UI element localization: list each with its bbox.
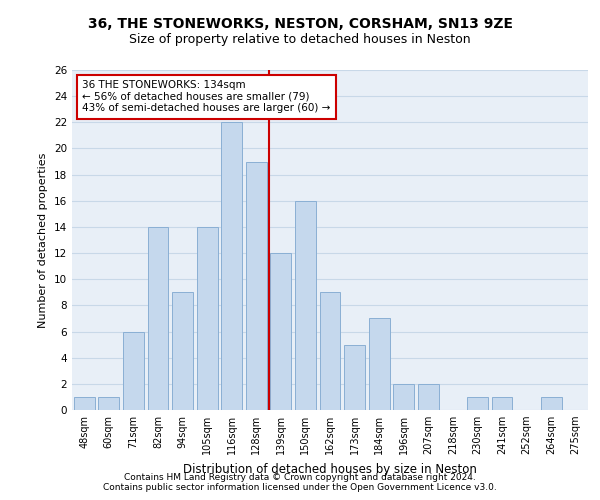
Bar — [491, 397, 512, 410]
Y-axis label: Number of detached properties: Number of detached properties — [38, 152, 49, 328]
Text: Contains HM Land Registry data © Crown copyright and database right 2024.: Contains HM Land Registry data © Crown c… — [124, 474, 476, 482]
Bar — [541, 397, 562, 410]
X-axis label: Distribution of detached houses by size in Neston: Distribution of detached houses by size … — [183, 462, 477, 475]
Bar — [123, 332, 144, 410]
Bar — [197, 227, 218, 410]
Bar — [320, 292, 340, 410]
Bar — [393, 384, 414, 410]
Bar — [467, 397, 488, 410]
Bar — [246, 162, 267, 410]
Bar — [98, 397, 119, 410]
Text: 36 THE STONEWORKS: 134sqm
← 56% of detached houses are smaller (79)
43% of semi-: 36 THE STONEWORKS: 134sqm ← 56% of detac… — [82, 80, 331, 114]
Text: Size of property relative to detached houses in Neston: Size of property relative to detached ho… — [129, 32, 471, 46]
Bar — [221, 122, 242, 410]
Bar — [418, 384, 439, 410]
Text: 36, THE STONEWORKS, NESTON, CORSHAM, SN13 9ZE: 36, THE STONEWORKS, NESTON, CORSHAM, SN1… — [88, 18, 512, 32]
Bar — [295, 201, 316, 410]
Bar — [74, 397, 95, 410]
Bar — [172, 292, 193, 410]
Bar — [148, 227, 169, 410]
Bar — [344, 344, 365, 410]
Bar — [368, 318, 389, 410]
Text: Contains public sector information licensed under the Open Government Licence v3: Contains public sector information licen… — [103, 484, 497, 492]
Bar — [271, 253, 292, 410]
